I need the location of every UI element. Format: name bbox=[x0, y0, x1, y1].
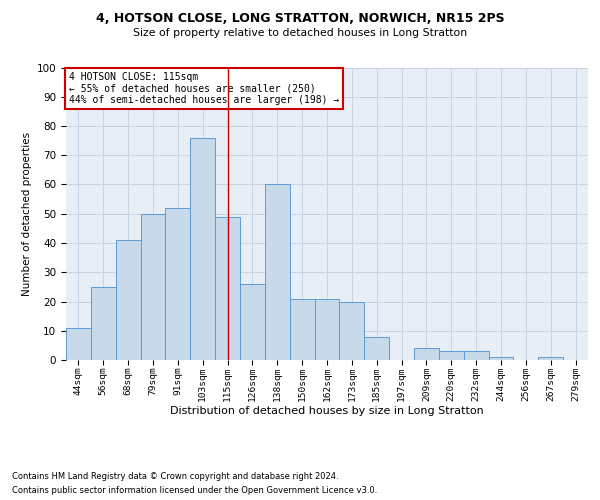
Bar bbox=[116, 240, 140, 360]
Bar bbox=[488, 357, 514, 360]
Text: Contains HM Land Registry data © Crown copyright and database right 2024.: Contains HM Land Registry data © Crown c… bbox=[12, 472, 338, 481]
Bar bbox=[215, 216, 240, 360]
Bar bbox=[290, 298, 314, 360]
Bar bbox=[190, 138, 215, 360]
Bar bbox=[66, 328, 91, 360]
Text: Contains public sector information licensed under the Open Government Licence v3: Contains public sector information licen… bbox=[12, 486, 377, 495]
Bar bbox=[265, 184, 290, 360]
Bar bbox=[166, 208, 190, 360]
Bar bbox=[538, 357, 563, 360]
X-axis label: Distribution of detached houses by size in Long Stratton: Distribution of detached houses by size … bbox=[170, 406, 484, 416]
Bar bbox=[364, 336, 389, 360]
Bar bbox=[91, 287, 116, 360]
Bar bbox=[464, 351, 488, 360]
Bar bbox=[340, 302, 364, 360]
Bar bbox=[140, 214, 166, 360]
Bar bbox=[439, 351, 464, 360]
Bar bbox=[314, 298, 340, 360]
Bar bbox=[414, 348, 439, 360]
Text: 4 HOTSON CLOSE: 115sqm
← 55% of detached houses are smaller (250)
44% of semi-de: 4 HOTSON CLOSE: 115sqm ← 55% of detached… bbox=[68, 72, 339, 105]
Text: 4, HOTSON CLOSE, LONG STRATTON, NORWICH, NR15 2PS: 4, HOTSON CLOSE, LONG STRATTON, NORWICH,… bbox=[95, 12, 505, 26]
Bar bbox=[240, 284, 265, 360]
Y-axis label: Number of detached properties: Number of detached properties bbox=[22, 132, 32, 296]
Text: Size of property relative to detached houses in Long Stratton: Size of property relative to detached ho… bbox=[133, 28, 467, 38]
